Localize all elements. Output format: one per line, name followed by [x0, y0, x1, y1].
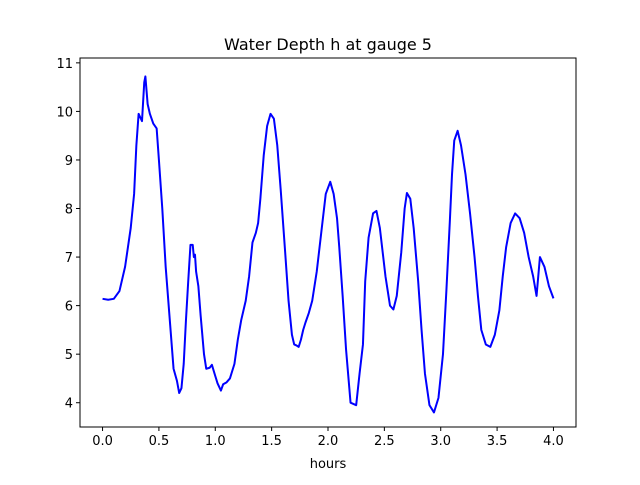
x-tick-label: 2.5 — [374, 434, 395, 449]
x-tick-label: 2.0 — [318, 434, 339, 449]
x-tick-label: 0.0 — [92, 434, 113, 449]
x-tick-label: 0.5 — [149, 434, 170, 449]
y-tick-label: 4 — [65, 397, 73, 412]
y-axis: 4 5 6 7 8 9 10 11 — [56, 57, 80, 412]
x-tick-label: 3.0 — [430, 434, 451, 449]
x-axis-label: hours — [310, 457, 347, 472]
y-tick-label: 8 — [65, 203, 73, 218]
x-tick-label: 3.5 — [487, 434, 508, 449]
y-tick-label: 10 — [56, 105, 73, 120]
plot-frame — [79, 57, 577, 428]
y-tick-label: 7 — [65, 251, 73, 266]
x-tick-label: 1.0 — [205, 434, 226, 449]
series-line-0 — [102, 75, 555, 414]
y-tick-label: 6 — [65, 300, 73, 315]
chart-title: Water Depth h at gauge 5 — [224, 35, 432, 54]
plot-layer — [102, 75, 555, 414]
y-tick-label: 5 — [65, 348, 73, 363]
x-tick-label: 1.5 — [261, 434, 282, 449]
y-tick-label: 9 — [65, 154, 73, 169]
y-tick-label: 11 — [56, 57, 73, 72]
x-axis: 0.0 0.5 1.0 1.5 2.0 2.5 3.0 3.5 4.0 — [92, 427, 564, 449]
x-tick-label: 4.0 — [543, 434, 564, 449]
